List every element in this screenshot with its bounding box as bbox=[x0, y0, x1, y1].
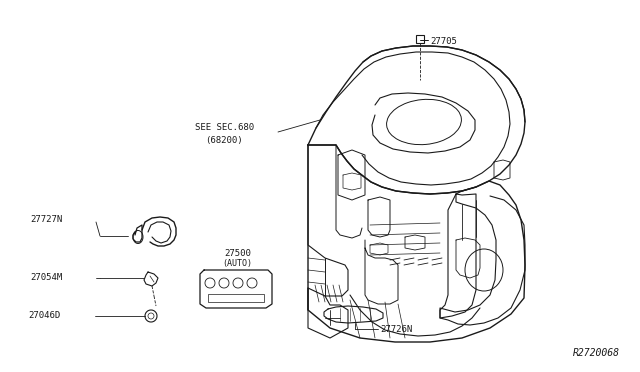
Text: (68200): (68200) bbox=[205, 137, 243, 145]
Bar bbox=[208, 294, 264, 302]
Text: (AUTO): (AUTO) bbox=[222, 259, 252, 268]
Text: 27705: 27705 bbox=[430, 36, 457, 45]
Text: R2720068: R2720068 bbox=[573, 348, 620, 358]
Text: 27054M: 27054M bbox=[30, 273, 62, 282]
Text: 27500: 27500 bbox=[224, 249, 251, 258]
Bar bbox=[416, 35, 424, 43]
Text: 27726N: 27726N bbox=[380, 324, 412, 334]
Text: 27727N: 27727N bbox=[30, 215, 62, 224]
Text: 27046D: 27046D bbox=[28, 311, 60, 321]
Text: SEE SEC.680: SEE SEC.680 bbox=[195, 124, 254, 132]
